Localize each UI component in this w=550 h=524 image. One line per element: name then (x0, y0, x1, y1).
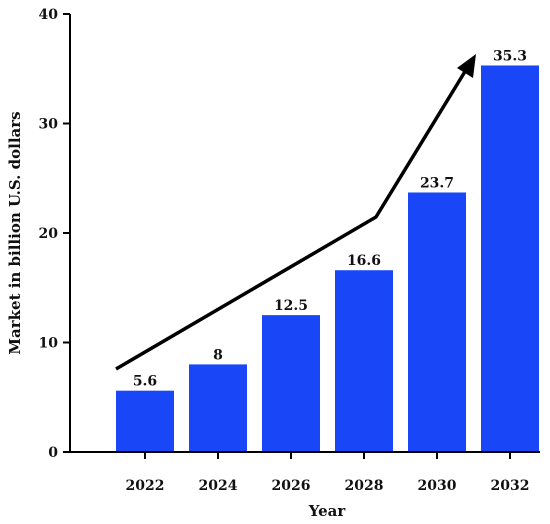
data-label-2026: 12.5 (274, 298, 308, 314)
bars-group (116, 65, 539, 453)
bar-2032 (481, 65, 539, 452)
data-label-2024: 8 (213, 347, 223, 363)
trend-arrow (115, 62, 471, 371)
x-tick-label: 2030 (418, 478, 457, 494)
x-tick-label: 2032 (491, 478, 530, 494)
trend-arrow-group (115, 54, 476, 371)
bar-2028 (335, 270, 393, 452)
x-tick-label: 2028 (345, 478, 384, 494)
x-tick-label: 2022 (126, 478, 165, 494)
y-tick-label: 10 (39, 336, 59, 352)
y-tick-label: 30 (39, 117, 59, 133)
data-label-2028: 16.6 (347, 253, 381, 269)
y-tick-label: 0 (48, 445, 58, 461)
x-ticks-group: 2022 2024 2026 2028 2030 2032 (126, 452, 530, 494)
data-labels-group: 5.6 8 12.5 16.6 23.7 35.3 (133, 48, 527, 389)
x-axis-title: Year (308, 502, 347, 520)
x-tick-label: 2024 (199, 478, 238, 494)
y-axis-title: Market in billion U.S. dollars (6, 111, 24, 354)
data-label-2030: 23.7 (420, 175, 454, 191)
x-tick-label: 2026 (272, 478, 311, 494)
y-tick-label: 40 (39, 7, 59, 23)
bar-2030 (408, 192, 466, 453)
y-tick-label: 20 (39, 226, 59, 242)
data-label-2022: 5.6 (133, 374, 157, 390)
y-ticks-group: 0 10 20 30 40 (39, 7, 70, 461)
trend-arrowhead (457, 54, 476, 78)
bar-2024 (189, 364, 247, 452)
data-label-2032: 35.3 (493, 48, 527, 64)
bar-2022 (116, 390, 174, 452)
bar-2026 (262, 315, 320, 452)
